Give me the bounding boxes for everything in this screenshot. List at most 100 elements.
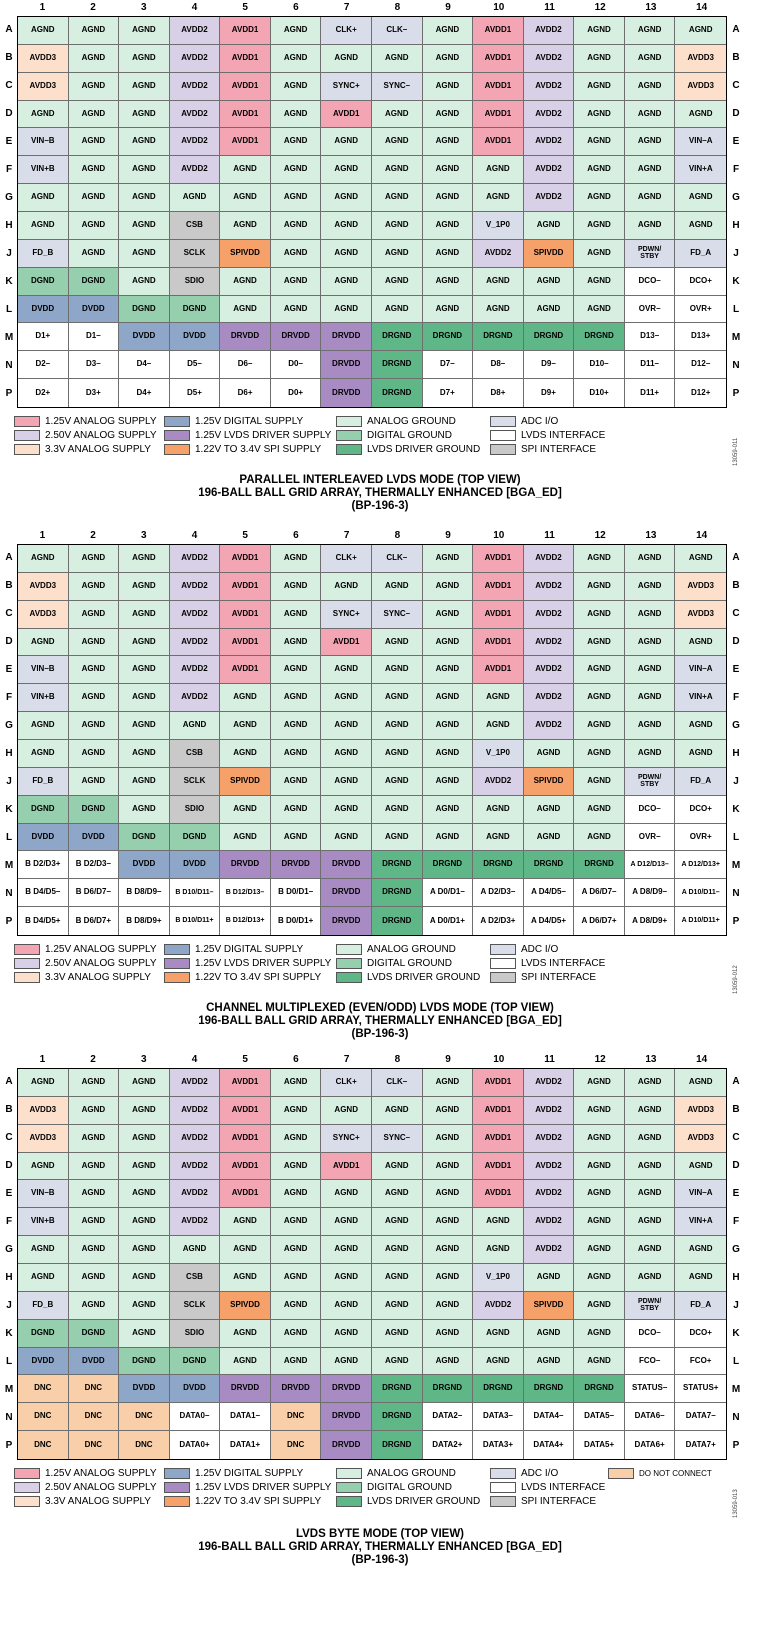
ball-E14: VIN–A: [675, 128, 726, 157]
ball-P14: D12+: [675, 379, 726, 407]
ball-B8: AGND: [372, 1096, 423, 1125]
ball-E5: AVDD1: [220, 128, 271, 157]
ball-G8: AGND: [372, 1236, 423, 1264]
ball-L13: OVR–: [624, 823, 676, 852]
ball-B9: AGND: [422, 44, 474, 73]
ball-D1: AGND: [18, 628, 69, 657]
ball-P9: A D0/D1+: [422, 907, 474, 935]
ball-F3: AGND: [119, 1208, 170, 1237]
ball-M14: D13+: [675, 323, 726, 352]
ball-P9: D7+: [422, 379, 474, 407]
ball-L10: AGND: [473, 295, 524, 324]
ball-D3: AGND: [119, 628, 170, 657]
legend-label: LVDS INTERFACE: [521, 958, 606, 969]
ball-C12: AGND: [574, 600, 625, 629]
ball-A12: AGND: [574, 545, 625, 573]
column-number: 13: [645, 530, 657, 541]
row-letter: D: [732, 108, 740, 119]
ball-H1: AGND: [18, 212, 69, 240]
row-letter: B: [732, 580, 740, 591]
diagram-caption: CHANNEL MULTIPLEXED (EVEN/ODD) LVDS MODE…: [0, 1002, 760, 1041]
figure-id: 13059-012: [733, 965, 739, 994]
legend-label: 2.50V ANALOG SUPPLY: [45, 430, 157, 441]
caption-line: 196-BALL BALL GRID ARRAY, THERMALLY ENHA…: [198, 487, 562, 499]
ball-G4: AGND: [169, 184, 221, 212]
ball-E6: AGND: [270, 656, 322, 685]
column-number: 4: [191, 2, 198, 13]
ball-H2: AGND: [68, 1264, 120, 1292]
ball-E8: AGND: [372, 1180, 423, 1209]
ball-N7: DRVDD: [321, 1403, 372, 1432]
ball-D13: AGND: [624, 1152, 676, 1181]
ball-H13: AGND: [624, 740, 676, 768]
ball-A14: AGND: [675, 545, 726, 573]
legend-item-i3: SPI INTERFACE: [490, 1496, 596, 1507]
ball-B14: AVDD3: [675, 1096, 726, 1125]
ball-K7: AGND: [321, 795, 372, 824]
ball-H14: AGND: [675, 1264, 726, 1292]
ball-M12: DRGND: [574, 323, 625, 352]
column-number: 12: [594, 1054, 606, 1065]
ball-D13: AGND: [624, 628, 676, 657]
ball-H14: AGND: [675, 212, 726, 240]
row-letter: H: [732, 220, 740, 231]
column-number: 3: [140, 2, 147, 13]
legend-item-d2: 1.25V LVDS DRIVER SUPPLY: [164, 958, 331, 969]
legend-swatch: [336, 1468, 362, 1479]
ball-P8: DRGND: [372, 907, 423, 935]
legend-swatch: [336, 444, 362, 455]
ball-E2: AGND: [68, 656, 120, 685]
row-letter: G: [732, 1244, 740, 1255]
ball-M10: DRGND: [473, 323, 524, 352]
row-letter: K: [732, 276, 740, 287]
ball-G11: AVDD2: [523, 184, 575, 212]
ball-H9: AGND: [422, 212, 474, 240]
ball-J5: SPIVDD: [220, 239, 271, 268]
legend-label: 3.3V ANALOG SUPPLY: [45, 1496, 151, 1507]
ball-P12: A D6/D7+: [574, 907, 625, 935]
ball-G6: AGND: [270, 184, 322, 212]
ball-D11: AVDD2: [523, 100, 575, 129]
ball-B2: AGND: [68, 572, 120, 601]
ball-E3: AGND: [119, 128, 170, 157]
ball-L13: FCO–: [624, 1347, 676, 1376]
ball-C1: AVDD3: [18, 600, 69, 629]
ball-F14: VIN+A: [675, 1208, 726, 1237]
ball-E12: AGND: [574, 656, 625, 685]
legend-item-i1: ADC I/O: [490, 1468, 558, 1479]
legend-label: 1.22V TO 3.4V SPI SUPPLY: [195, 444, 322, 455]
ball-E12: AGND: [574, 128, 625, 157]
ball-N9: D7–: [422, 351, 474, 380]
ball-G10: AGND: [473, 712, 524, 740]
row-letter: E: [732, 1188, 740, 1199]
ball-J6: AGND: [270, 1291, 322, 1320]
ball-C6: AGND: [270, 1124, 322, 1153]
ball-K11: AGND: [523, 1319, 575, 1348]
row-letter: P: [732, 388, 740, 399]
ball-N14: A D10/D11–: [675, 879, 726, 908]
ball-G9: AGND: [422, 712, 474, 740]
legend-label: 2.50V ANALOG SUPPLY: [45, 1482, 157, 1493]
row-letter: G: [732, 192, 740, 203]
ball-G13: AGND: [624, 1236, 676, 1264]
ball-B8: AGND: [372, 572, 423, 601]
color-legend: 1.25V ANALOG SUPPLY 2.50V ANALOG SUPPLY 3.…: [14, 1468, 754, 1516]
row-letter: D: [732, 1160, 740, 1171]
ball-K8: AGND: [372, 1319, 423, 1348]
ball-C10: AVDD1: [473, 600, 524, 629]
ball-G12: AGND: [574, 184, 625, 212]
ball-F10: AGND: [473, 156, 524, 185]
ball-K4: SDIO: [169, 267, 221, 296]
ball-F11: AVDD2: [523, 684, 575, 713]
legend-label: 1.25V LVDS DRIVER SUPPLY: [195, 1482, 332, 1493]
ball-B13: AGND: [624, 572, 676, 601]
legend-swatch: [336, 1482, 362, 1493]
ball-F1: VIN+B: [18, 156, 69, 185]
ball-G2: AGND: [68, 184, 120, 212]
ball-N5: DATA1–: [220, 1403, 271, 1432]
legend-item-g3: LVDS DRIVER GROUND: [336, 1496, 480, 1507]
row-letter: H: [732, 748, 740, 759]
legend-label: LVDS DRIVER GROUND: [367, 972, 481, 983]
ball-F1: VIN+B: [18, 684, 69, 713]
legend-item-i2: LVDS INTERFACE: [490, 1482, 605, 1493]
